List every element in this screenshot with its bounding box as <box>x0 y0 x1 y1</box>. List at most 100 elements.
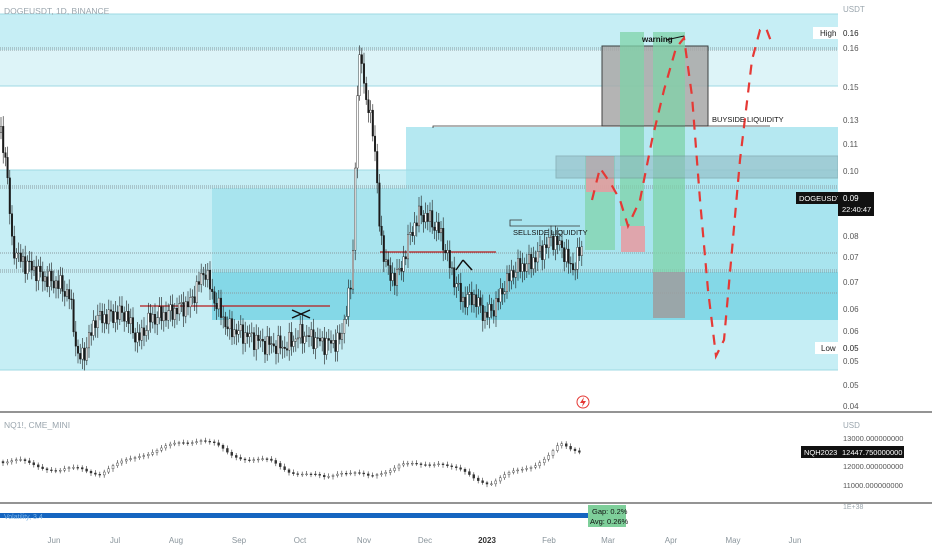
sub-symbol-label[interactable]: NQ1!, CME_MINI <box>4 420 70 430</box>
nq-candle <box>375 472 379 479</box>
candle <box>312 318 315 355</box>
candle <box>492 299 495 324</box>
candle <box>576 237 579 279</box>
candle <box>182 291 185 328</box>
x-tick-label: Dec <box>418 536 432 545</box>
candle <box>510 259 513 290</box>
nq-candle <box>270 456 273 463</box>
nq-candle <box>551 448 555 459</box>
nq-candle <box>89 469 93 477</box>
zone-bottom <box>212 272 838 320</box>
nq-candle <box>318 471 321 479</box>
candles-series[interactable] <box>0 45 583 371</box>
gap-badge <box>588 505 626 527</box>
main-y-tick: 0.15 <box>843 83 859 92</box>
nq-candle <box>182 439 185 445</box>
price-badge-timer: 22:40:47 <box>842 205 871 214</box>
nq-candle <box>573 447 577 454</box>
candle <box>294 328 297 352</box>
main-y-tick: 0.13 <box>843 116 859 125</box>
candle <box>345 305 348 325</box>
candle <box>308 326 311 348</box>
nq-candle <box>195 438 198 445</box>
candle <box>374 125 377 162</box>
candle <box>131 307 134 339</box>
nq-candle <box>146 451 150 459</box>
nq-candle <box>80 465 84 472</box>
sellside-label: SELLSIDE LIQUIDITY <box>513 228 588 237</box>
candle <box>178 295 181 321</box>
candle <box>114 301 117 333</box>
candle <box>457 274 460 292</box>
candle <box>336 325 339 362</box>
candle <box>184 296 187 324</box>
candle <box>466 286 469 316</box>
symbol-label[interactable]: DOGEUSDT, 1D, BINANCE <box>4 6 110 16</box>
time-axis[interactable]: Jun Jul Aug Sep Oct Nov Dec 2023 Feb Mar Apr May Jun <box>48 536 802 545</box>
nq-candle <box>477 475 480 484</box>
candle <box>257 327 260 350</box>
candle <box>275 340 278 365</box>
nq-candle <box>124 457 128 464</box>
candle <box>213 286 216 311</box>
candle <box>116 305 119 330</box>
nq-candle <box>485 480 489 488</box>
candle <box>129 308 132 335</box>
lightning-icon[interactable] <box>576 395 590 409</box>
nq-candle <box>371 472 374 478</box>
x-tick-label: Aug <box>169 536 183 545</box>
candle <box>343 314 346 344</box>
candle <box>561 230 564 259</box>
nq-candle <box>424 461 427 467</box>
x-tick-label: Nov <box>357 536 371 545</box>
candle <box>79 343 82 364</box>
candle <box>404 250 407 266</box>
candle <box>195 275 198 314</box>
nq-candle <box>336 471 339 478</box>
candle <box>462 291 465 313</box>
candle <box>475 284 478 318</box>
candle <box>252 327 255 357</box>
nq-candles-series[interactable] <box>1 437 581 488</box>
candle <box>517 249 520 281</box>
nq-candle <box>239 454 242 462</box>
nq-candle <box>107 465 110 474</box>
candle <box>235 323 238 346</box>
candle <box>44 271 47 291</box>
sub-price-axis[interactable]: 13000.000000000 12000.000000000 11000.0000… <box>843 434 903 490</box>
main-y-tick: 0.16 <box>843 44 859 53</box>
main-pane[interactable]: warning BUYSIDE LIQUIDITY SELLSIDE LIQUI… <box>0 6 839 409</box>
candle <box>2 116 5 164</box>
x-tick-label: Jun <box>789 536 802 545</box>
sub-pane[interactable]: NQ1!, CME_MINI USD 13000.000000000 12000.… <box>1 420 904 490</box>
candle <box>149 303 152 333</box>
candle <box>246 325 249 344</box>
third-pane-label[interactable]: Volatility, 3.4 <box>4 514 43 521</box>
candle <box>497 289 500 311</box>
nq-candle <box>54 467 57 474</box>
candle <box>248 324 251 348</box>
candle <box>158 297 161 325</box>
nq-candle <box>384 469 387 477</box>
nq-candle <box>529 465 533 472</box>
nq-candle <box>406 460 409 467</box>
sub-currency-label: USD <box>843 421 860 430</box>
candle <box>305 325 308 342</box>
candle <box>237 320 240 343</box>
candle <box>228 309 231 340</box>
main-y-tick: 0.07 <box>843 253 859 262</box>
nq-candle <box>525 465 528 472</box>
candle <box>433 221 436 240</box>
nq-candle <box>19 456 22 462</box>
candle <box>37 259 40 291</box>
third-pane[interactable]: Volatility, 3.4 1E+38 Gap: 0.2% Avg: 0.2… <box>0 504 864 527</box>
candle <box>8 169 11 225</box>
nq-candle <box>45 466 49 473</box>
candle <box>387 251 390 275</box>
candle <box>446 240 449 262</box>
nq-candle <box>389 468 392 476</box>
main-price-axis[interactable]: 0.16 0.15 0.13 0.11 0.10 0.09 0.08 0.07 0.07 0.06… <box>843 44 859 411</box>
gray-zone-low <box>653 272 685 318</box>
